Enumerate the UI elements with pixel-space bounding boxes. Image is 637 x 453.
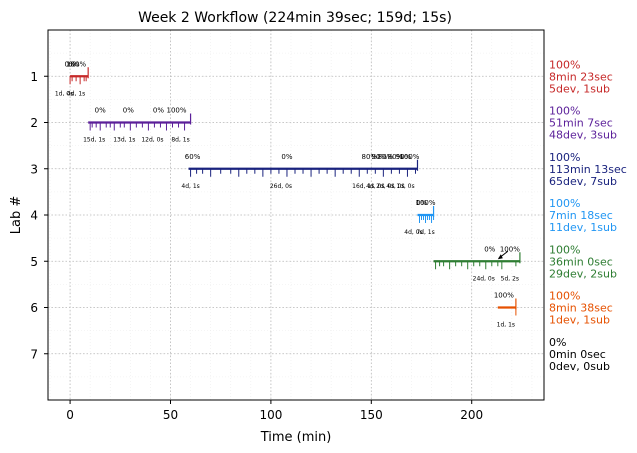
deviation-count-label: 4d, 1s (181, 183, 199, 190)
lab-5-summary-line: 29dev, 2sub (549, 267, 617, 280)
lab-4-summary-line: 11dev, 1sub (549, 221, 617, 234)
deviation-count-label: 1d, 0s (55, 90, 73, 97)
x-tick-label: 200 (460, 408, 483, 422)
lab-1-summary-line: 5dev, 1sub (549, 82, 610, 95)
deviation-count-label: 1d, 0s (396, 183, 414, 190)
lab-7-summary-line: 0dev, 0sub (549, 360, 610, 373)
progress-label: 100% (66, 60, 86, 68)
progress-label: 90% (372, 153, 388, 161)
chart-title: Week 2 Workflow (224min 39sec; 159d; 15s… (138, 10, 452, 26)
deviation-count-label: 26d, 0s (270, 183, 292, 190)
progress-label: 100% (500, 245, 520, 253)
lab-4-summary-line: 100% (549, 197, 580, 210)
lab-6-summary-line: 1dev, 1sub (549, 314, 610, 327)
progress-label: 100% (167, 107, 187, 115)
y-tick-label: 7 (30, 347, 38, 361)
lab-3-summary-line: 65dev, 7sub (549, 175, 617, 188)
x-tick-label: 100 (259, 408, 282, 422)
progress-label: 60% (185, 153, 201, 161)
deviation-count-label: 4d, 0s (366, 183, 384, 190)
y-axis-label: Lab # (9, 196, 24, 235)
lab-7-summary-line: 0% (549, 336, 566, 349)
lab-6-series: 100% 1d, 1s (494, 292, 517, 329)
progress-label: 0% (123, 107, 134, 115)
lab-4-summary-line: 7min 18sec (549, 209, 613, 222)
deviation-count-label: 7d, 1s (416, 229, 434, 236)
y-tick-label: 5 (30, 255, 38, 269)
lab-5-summary-line: 100% (549, 243, 580, 256)
deviation-count-label: 16d, 1s (352, 183, 374, 190)
deviation-count-label: 8d, 1s (171, 137, 189, 144)
progress-label: 0% (65, 60, 76, 68)
grid (48, 30, 544, 400)
lab-3-summary-line: 100% (549, 151, 580, 164)
progress-label: 100% (494, 292, 514, 300)
lab-6-summary-line: 8min 38sec (549, 302, 613, 315)
progress-label: 0% (153, 107, 164, 115)
lab-2-summary-line: 51min 7sec (549, 117, 613, 130)
progress-label: 80% (378, 153, 394, 161)
deviation-count-label: 2d, 0s (376, 183, 394, 190)
lab-2-summary-line: 48dev, 3sub (549, 129, 617, 142)
progress-label: 0% (484, 245, 495, 253)
y-tick-label: 2 (30, 116, 38, 130)
y-tick-label: 3 (30, 162, 38, 176)
lab-6-summary-line: 100% (549, 290, 580, 303)
deviation-count-label: 13d, 1s (113, 137, 135, 144)
x-axis-label: Time (min) (260, 430, 332, 445)
annotation-arrowhead (497, 254, 503, 260)
lab-5-series: 0% 100% 24d, 0s 5d, 2s (433, 245, 521, 282)
progress-label: 0% (69, 60, 80, 68)
progress-label: 90% (396, 153, 412, 161)
deviation-count-label: 5d, 2s (501, 275, 519, 282)
progress-label: 0% (281, 153, 292, 161)
axes: 0 50 100 150 200 1 2 3 4 5 6 7 (30, 70, 483, 422)
x-tick-label: 50 (163, 408, 178, 422)
progress-label: 0% (95, 107, 106, 115)
lab-1-summary-line: 100% (549, 58, 580, 71)
deviation-count-label: 4d, 1s (67, 90, 85, 97)
x-tick-label: 150 (360, 408, 383, 422)
deviation-count-label: 12d, 0s (141, 137, 163, 144)
lab-1-summary-line: 8min 23sec (549, 70, 613, 83)
lab-2-summary-line: 100% (549, 105, 580, 118)
deviation-count-label: 4d, 0s (386, 183, 404, 190)
progress-label: 80% (388, 153, 404, 161)
deviation-count-label: 15d, 1s (83, 137, 105, 144)
progress-label: 0% (416, 199, 427, 207)
lab-3-summary-line: 113min 13sec (549, 163, 627, 176)
y-tick-label: 4 (30, 209, 38, 223)
lab-7-summary-line: 0min 0sec (549, 348, 606, 361)
y-tick-label: 6 (30, 301, 38, 315)
deviation-count-label: 4d, 0s (404, 229, 422, 236)
lab-5-summary-line: 36min 0sec (549, 255, 613, 268)
y-tick-label: 1 (30, 70, 38, 84)
deviation-count-label: 24d, 0s (473, 275, 495, 282)
progress-label: 100% (399, 153, 419, 161)
progress-label: 100% (416, 199, 436, 207)
lab-2-series: 0% 0% 0% 100%15d, 1s 13d, 1s 12d, 0s 8d, 1s (83, 107, 192, 144)
deviation-count-label: 1d, 1s (497, 322, 515, 329)
lab-3-series: 60% 0% 80%90%80%80%90%100%4d, 1s 26d, 0s 16d… (181, 153, 419, 190)
x-tick-label: 0 (66, 408, 74, 422)
progress-label: 80% (362, 153, 378, 161)
